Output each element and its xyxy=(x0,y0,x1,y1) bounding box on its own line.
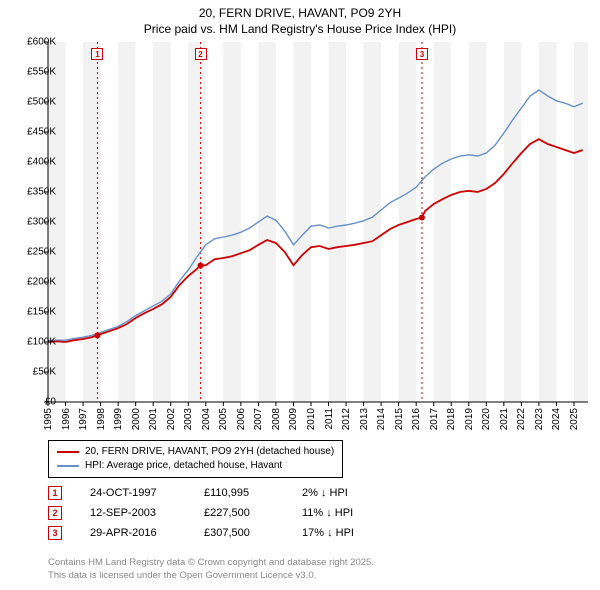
x-axis-tick-label: 2000 xyxy=(131,408,142,430)
sale-diff: 17% ↓ HPI xyxy=(302,527,392,539)
x-axis-tick-label: 2003 xyxy=(183,408,194,430)
sales-row: 1 24-OCT-1997 £110,995 2% ↓ HPI xyxy=(48,486,392,500)
x-axis-tick-label: 2010 xyxy=(306,408,317,430)
y-axis-tick-label: £250K xyxy=(27,247,56,258)
x-axis-tick-label: 2017 xyxy=(429,408,440,430)
sale-marker-box: 1 xyxy=(48,486,62,500)
y-axis-tick-label: £350K xyxy=(27,187,56,198)
sale-date: 12-SEP-2003 xyxy=(90,507,176,519)
x-axis-tick-label: 2004 xyxy=(201,408,212,430)
legend-swatch xyxy=(57,451,79,453)
legend-item: 20, FERN DRIVE, HAVANT, PO9 2YH (detache… xyxy=(57,445,334,459)
title-line-1: 20, FERN DRIVE, HAVANT, PO9 2YH xyxy=(0,6,600,22)
sale-marker-box: 3 xyxy=(416,48,428,60)
sale-diff: 11% ↓ HPI xyxy=(302,507,392,519)
legend-swatch xyxy=(57,465,79,467)
x-axis-tick-label: 2008 xyxy=(271,408,282,430)
x-axis-tick-label: 2014 xyxy=(376,408,387,430)
sale-marker-box: 1 xyxy=(91,48,103,60)
y-axis-tick-label: £150K xyxy=(27,307,56,318)
y-axis-tick-label: £50K xyxy=(33,367,56,378)
x-axis-tick-label: 1996 xyxy=(61,408,72,430)
x-axis-tick-label: 1998 xyxy=(96,408,107,430)
sales-row: 3 29-APR-2016 £307,500 17% ↓ HPI xyxy=(48,526,392,540)
x-axis-tick-label: 2001 xyxy=(148,408,159,430)
sales-row: 2 12-SEP-2003 £227,500 11% ↓ HPI xyxy=(48,506,392,520)
legend-item: HPI: Average price, detached house, Hava… xyxy=(57,459,334,473)
chart-container: 20, FERN DRIVE, HAVANT, PO9 2YH Price pa… xyxy=(0,0,600,590)
chart-svg xyxy=(48,42,588,402)
x-axis-tick-label: 1995 xyxy=(43,408,54,430)
chart-title: 20, FERN DRIVE, HAVANT, PO9 2YH Price pa… xyxy=(0,0,600,37)
x-axis-tick-label: 2002 xyxy=(166,408,177,430)
sale-price: £110,995 xyxy=(204,487,274,499)
x-axis-tick-label: 2009 xyxy=(288,408,299,430)
y-axis-tick-label: £100K xyxy=(27,337,56,348)
sale-marker-box: 2 xyxy=(48,506,62,520)
sale-price: £227,500 xyxy=(204,507,274,519)
x-axis-tick-label: 2011 xyxy=(324,408,335,430)
x-axis-tick-label: 2015 xyxy=(394,408,405,430)
title-line-2: Price paid vs. HM Land Registry's House … xyxy=(0,22,600,38)
x-axis-tick-label: 2016 xyxy=(411,408,422,430)
legend-label: HPI: Average price, detached house, Hava… xyxy=(85,459,282,473)
x-axis-tick-label: 2019 xyxy=(464,408,475,430)
x-axis-tick-label: 2024 xyxy=(551,408,562,430)
y-axis-tick-label: £600K xyxy=(27,37,56,48)
sale-price: £307,500 xyxy=(204,527,274,539)
attribution-text: Contains HM Land Registry data © Crown c… xyxy=(48,557,374,582)
x-axis-tick-label: 1999 xyxy=(113,408,124,430)
x-axis-tick-label: 2013 xyxy=(359,408,370,430)
x-axis-tick-label: 2025 xyxy=(569,408,580,430)
y-axis-tick-label: £0 xyxy=(45,397,56,408)
y-axis-tick-label: £450K xyxy=(27,127,56,138)
x-axis-tick-label: 2022 xyxy=(516,408,527,430)
x-axis-tick-label: 2006 xyxy=(236,408,247,430)
sales-table: 1 24-OCT-1997 £110,995 2% ↓ HPI 2 12-SEP-2003… xyxy=(48,486,392,546)
x-axis-tick-label: 2023 xyxy=(534,408,545,430)
chart-plot-area xyxy=(48,42,588,402)
x-axis-tick-label: 2007 xyxy=(253,408,264,430)
y-axis-tick-label: £300K xyxy=(27,217,56,228)
x-axis-tick-label: 2005 xyxy=(218,408,229,430)
x-axis-tick-label: 2020 xyxy=(481,408,492,430)
y-axis-tick-label: £200K xyxy=(27,277,56,288)
y-axis-tick-label: £500K xyxy=(27,97,56,108)
y-axis-tick-label: £400K xyxy=(27,157,56,168)
attribution-line-2: This data is licensed under the Open Gov… xyxy=(48,570,374,582)
x-axis-tick-label: 2012 xyxy=(341,408,352,430)
sale-date: 24-OCT-1997 xyxy=(90,487,176,499)
legend-label: 20, FERN DRIVE, HAVANT, PO9 2YH (detache… xyxy=(85,445,334,459)
sale-marker-box: 2 xyxy=(195,48,207,60)
sale-date: 29-APR-2016 xyxy=(90,527,176,539)
y-axis-tick-label: £550K xyxy=(27,67,56,78)
sale-marker-box: 3 xyxy=(48,526,62,540)
x-axis-tick-label: 2018 xyxy=(446,408,457,430)
legend-box: 20, FERN DRIVE, HAVANT, PO9 2YH (detache… xyxy=(48,440,343,478)
sale-diff: 2% ↓ HPI xyxy=(302,487,392,499)
x-axis-tick-label: 1997 xyxy=(78,408,89,430)
attribution-line-1: Contains HM Land Registry data © Crown c… xyxy=(48,557,374,569)
x-axis-tick-label: 2021 xyxy=(499,408,510,430)
